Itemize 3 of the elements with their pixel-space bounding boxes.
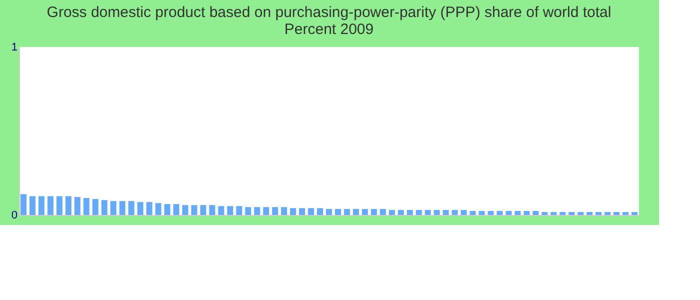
chart-title: Gross domestic product based on purchasing-power-parity (PPP) share of world total Percent 2009 [46,4,612,38]
y-tick-label: 1 [11,42,18,54]
y-tick-label: 0 [11,210,18,222]
